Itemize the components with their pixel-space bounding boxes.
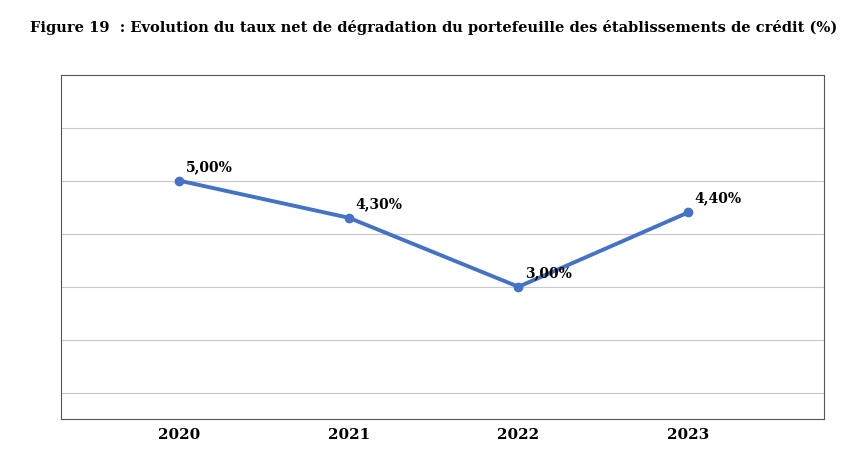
- Text: 5,00%: 5,00%: [186, 160, 233, 174]
- Text: Figure 19  : Evolution du taux net de dégradation du portefeuille des établissem: Figure 19 : Evolution du taux net de dég…: [29, 21, 838, 35]
- Text: 4,30%: 4,30%: [355, 197, 402, 211]
- Text: 3,00%: 3,00%: [525, 266, 572, 280]
- Text: 4,40%: 4,40%: [694, 192, 742, 206]
